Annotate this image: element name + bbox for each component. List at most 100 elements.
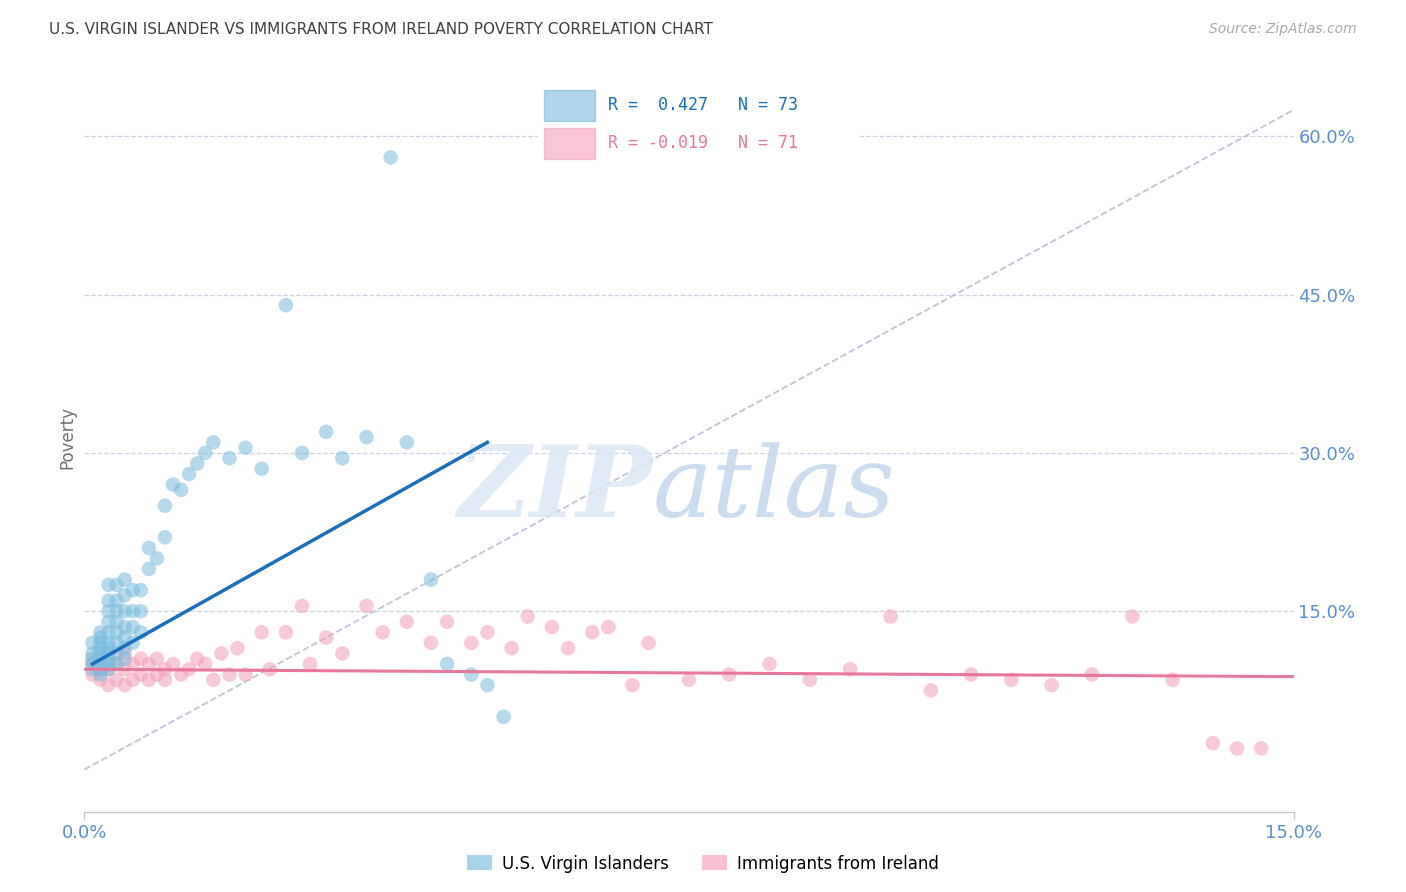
Point — [97, 678, 120, 692]
Point — [129, 583, 152, 598]
Point — [89, 662, 111, 676]
Point — [179, 662, 201, 676]
Point — [170, 483, 193, 497]
Point — [129, 625, 152, 640]
Point — [138, 673, 160, 687]
Point — [89, 625, 111, 640]
Point — [581, 625, 603, 640]
Point — [129, 667, 152, 681]
Point — [330, 451, 353, 466]
Point — [209, 647, 232, 661]
Point — [114, 631, 136, 645]
Point — [129, 604, 152, 618]
Point — [89, 667, 111, 681]
Point — [105, 647, 128, 661]
Point — [920, 683, 942, 698]
Point — [97, 651, 120, 665]
Point — [89, 631, 111, 645]
Point — [186, 651, 208, 665]
Point — [105, 615, 128, 629]
Point — [678, 673, 700, 687]
Point — [492, 710, 515, 724]
Point — [1081, 667, 1104, 681]
Point — [291, 446, 314, 460]
Point — [153, 499, 176, 513]
Point — [202, 673, 225, 687]
Point — [121, 583, 143, 598]
Point — [1250, 741, 1272, 756]
Point — [121, 620, 143, 634]
Point — [170, 667, 193, 681]
Point — [1000, 673, 1022, 687]
Point — [621, 678, 644, 692]
Point — [477, 678, 499, 692]
Point — [97, 615, 120, 629]
Text: atlas: atlas — [652, 442, 896, 537]
Point — [758, 657, 780, 671]
Point — [105, 604, 128, 618]
Point — [460, 667, 482, 681]
Point — [1202, 736, 1225, 750]
Point — [89, 662, 111, 676]
Point — [105, 636, 128, 650]
Point — [516, 609, 538, 624]
Point — [718, 667, 741, 681]
Point — [97, 636, 120, 650]
Point — [114, 604, 136, 618]
Point — [105, 593, 128, 607]
Point — [356, 599, 378, 613]
Point — [89, 657, 111, 671]
Point — [194, 446, 217, 460]
Point — [420, 573, 443, 587]
Point — [97, 625, 120, 640]
Point — [1226, 741, 1249, 756]
Point — [395, 615, 418, 629]
Point — [121, 604, 143, 618]
Text: U.S. VIRGIN ISLANDER VS IMMIGRANTS FROM IRELAND POVERTY CORRELATION CHART: U.S. VIRGIN ISLANDER VS IMMIGRANTS FROM … — [49, 22, 713, 37]
Point — [105, 657, 128, 671]
Point — [541, 620, 564, 634]
Point — [97, 662, 120, 676]
Point — [202, 435, 225, 450]
Point — [82, 651, 104, 665]
Point — [436, 657, 458, 671]
Point — [121, 673, 143, 687]
Point — [89, 651, 111, 665]
Point — [97, 662, 120, 676]
Point — [259, 662, 281, 676]
Point — [97, 578, 120, 592]
Point — [82, 667, 104, 681]
Point — [89, 636, 111, 650]
Point — [146, 551, 169, 566]
Point — [105, 657, 128, 671]
Point — [153, 673, 176, 687]
Legend: U.S. Virgin Islanders, Immigrants from Ireland: U.S. Virgin Islanders, Immigrants from I… — [460, 848, 946, 880]
Point — [371, 625, 394, 640]
Point — [598, 620, 620, 634]
Point — [839, 662, 862, 676]
Point — [501, 641, 523, 656]
Point — [82, 657, 104, 671]
Point — [114, 588, 136, 602]
Point — [129, 651, 152, 665]
Point — [226, 641, 249, 656]
Point — [315, 425, 337, 439]
Point — [97, 641, 120, 656]
Point — [153, 662, 176, 676]
Point — [97, 647, 120, 661]
Point — [235, 667, 257, 681]
Point — [82, 647, 104, 661]
Point — [420, 636, 443, 650]
Point — [218, 451, 240, 466]
Point — [330, 647, 353, 661]
Point — [146, 667, 169, 681]
Point — [179, 467, 201, 481]
Point — [138, 657, 160, 671]
Point — [218, 667, 240, 681]
Point — [97, 604, 120, 618]
Point — [114, 678, 136, 692]
Point — [97, 647, 120, 661]
Point — [105, 578, 128, 592]
Point — [138, 541, 160, 555]
Text: ZIP: ZIP — [458, 442, 652, 538]
